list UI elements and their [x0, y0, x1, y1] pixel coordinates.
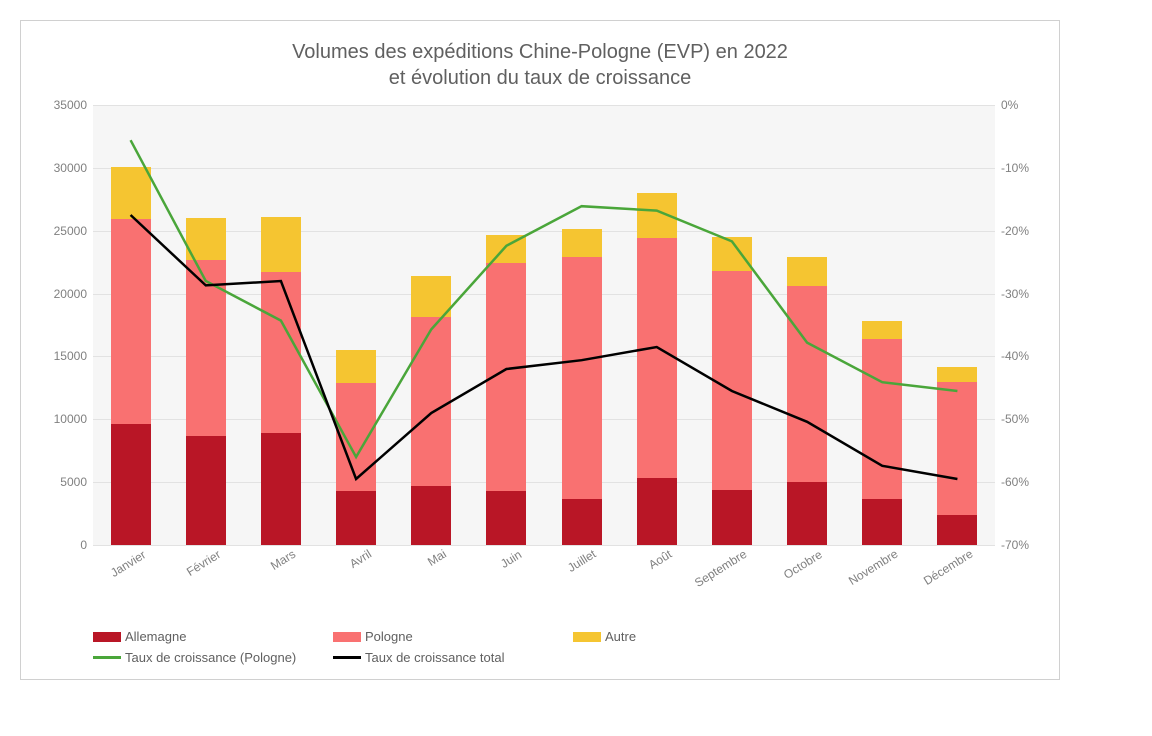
x-tick-label: Mai	[425, 547, 449, 569]
x-tick-label: Juillet	[565, 547, 598, 575]
legend: Allemagne Pologne Autre Taux de croissance …	[93, 629, 995, 665]
plot-wrap: 0 -70% 5000 -60% 10000 -50% 15000 -40% 20000 -30%…	[35, 105, 1045, 665]
legend-swatch	[573, 632, 601, 642]
x-tick-label: Octobre	[781, 547, 825, 581]
x-tick-label: Décembre	[921, 547, 975, 588]
y-right-tick-label: -20%	[1001, 224, 1045, 238]
legend-item-pologne: Pologne	[333, 629, 573, 644]
title-line-1: Volumes des expéditions Chine-Pologne (E…	[292, 41, 788, 63]
legend-item-allemagne: Allemagne	[93, 629, 333, 644]
y-right-tick-label: -10%	[1001, 161, 1045, 175]
legend-label: Autre	[605, 629, 636, 644]
x-tick-label: Avril	[347, 547, 374, 571]
legend-label: Taux de croissance (Pologne)	[125, 650, 296, 665]
y-right-tick-label: -50%	[1001, 412, 1045, 426]
x-tick-label: Janvier	[108, 547, 148, 579]
legend-label: Taux de croissance total	[365, 650, 504, 665]
y-left-tick-label: 25000	[39, 224, 87, 238]
line-growth_total	[131, 215, 958, 479]
chart-title: Volumes des expéditions Chine-Pologne (E…	[35, 39, 1045, 91]
legend-line	[333, 656, 361, 659]
x-tick-label: Juin	[498, 547, 524, 571]
y-left-tick-label: 0	[39, 538, 87, 552]
legend-item-growth_pl: Taux de croissance (Pologne)	[93, 650, 333, 665]
legend-item-growth_total: Taux de croissance total	[333, 650, 573, 665]
y-left-tick-label: 35000	[39, 98, 87, 112]
y-left-tick-label: 10000	[39, 412, 87, 426]
y-right-tick-label: -30%	[1001, 287, 1045, 301]
lines-layer	[93, 105, 995, 545]
legend-item-autre: Autre	[573, 629, 813, 644]
y-right-tick-label: -40%	[1001, 349, 1045, 363]
line-growth_pl	[131, 140, 958, 457]
legend-swatch	[93, 632, 121, 642]
x-axis-labels: Janvier Février Mars Avril Mai Juin Juillet Aoû…	[93, 545, 995, 625]
legend-line	[93, 656, 121, 659]
chart-container: Volumes des expéditions Chine-Pologne (E…	[20, 20, 1060, 680]
y-left-tick-label: 20000	[39, 287, 87, 301]
y-right-tick-label: -60%	[1001, 475, 1045, 489]
y-right-tick-label: 0%	[1001, 98, 1045, 112]
plot-area: 0-70%5000-60%10000-50%15000-40%20000-30%…	[93, 105, 995, 545]
legend-label: Allemagne	[125, 629, 186, 644]
x-tick-label: Février	[184, 547, 223, 579]
x-tick-label: Août	[646, 547, 674, 572]
y-right-tick-label: -70%	[1001, 538, 1045, 552]
x-tick-label: Septembre	[692, 547, 749, 590]
legend-swatch	[333, 632, 361, 642]
legend-label: Pologne	[365, 629, 413, 644]
y-left-tick-label: 30000	[39, 161, 87, 175]
x-tick-label: Novembre	[846, 547, 900, 588]
title-line-2: et évolution du taux de croissance	[389, 67, 691, 89]
x-tick-label: Mars	[268, 547, 298, 573]
y-left-tick-label: 5000	[39, 475, 87, 489]
y-left-tick-label: 15000	[39, 349, 87, 363]
